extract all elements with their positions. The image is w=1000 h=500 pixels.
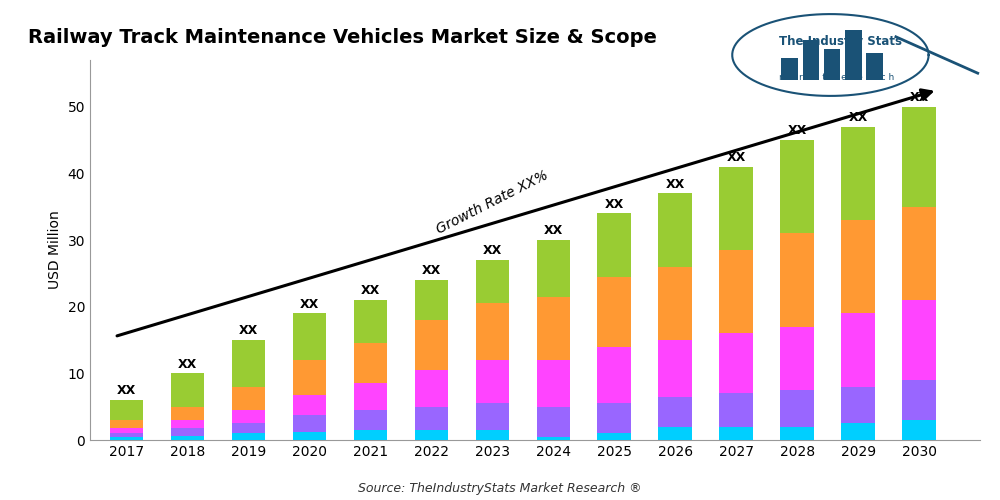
Bar	[110, 438, 143, 440]
Bar	[597, 276, 631, 346]
Bar	[110, 420, 143, 428]
Bar	[476, 430, 509, 440]
Bar	[597, 404, 631, 434]
Bar	[537, 436, 570, 440]
Bar	[110, 434, 143, 438]
Bar	[719, 166, 753, 250]
Bar	[719, 394, 753, 426]
Bar	[293, 314, 326, 360]
Bar	[658, 340, 692, 396]
Text: XX: XX	[787, 124, 807, 138]
Bar	[824, 48, 840, 80]
Bar	[719, 426, 753, 440]
Bar	[415, 370, 448, 406]
Bar	[171, 374, 204, 406]
Bar	[841, 126, 875, 220]
Bar	[597, 346, 631, 404]
Bar	[902, 106, 936, 206]
Bar	[110, 428, 143, 434]
Text: XX: XX	[117, 384, 136, 398]
Bar	[354, 344, 387, 384]
Bar	[232, 434, 265, 440]
Bar	[171, 420, 204, 428]
Bar	[415, 320, 448, 370]
Text: XX: XX	[909, 91, 929, 104]
Bar	[781, 58, 798, 80]
Bar	[476, 404, 509, 430]
Bar	[658, 426, 692, 440]
Bar	[780, 326, 814, 390]
Bar	[841, 424, 875, 440]
Text: Source: TheIndustryStats Market Research ®: Source: TheIndustryStats Market Research…	[358, 482, 642, 495]
Text: XX: XX	[848, 111, 868, 124]
Bar	[354, 300, 387, 344]
Bar	[171, 436, 204, 440]
Bar	[232, 410, 265, 424]
Bar	[803, 40, 819, 80]
Bar	[902, 380, 936, 420]
Bar	[354, 410, 387, 430]
Bar	[658, 266, 692, 340]
Text: XX: XX	[300, 298, 319, 310]
Bar	[415, 406, 448, 430]
Bar	[902, 300, 936, 380]
Bar	[232, 386, 265, 410]
Bar	[845, 30, 862, 80]
Bar	[415, 430, 448, 440]
Bar	[293, 396, 326, 415]
Bar	[719, 250, 753, 334]
Text: XX: XX	[239, 324, 258, 338]
Bar	[841, 386, 875, 424]
Text: XX: XX	[605, 198, 624, 210]
Bar	[415, 280, 448, 320]
Bar	[597, 214, 631, 276]
Bar	[780, 140, 814, 234]
Bar	[354, 384, 387, 410]
Text: XX: XX	[544, 224, 563, 237]
Bar	[537, 360, 570, 406]
Bar	[293, 360, 326, 396]
Bar	[476, 260, 509, 304]
Bar	[537, 406, 570, 436]
Bar	[866, 53, 883, 80]
Bar	[354, 430, 387, 440]
Bar	[597, 434, 631, 440]
Y-axis label: USD Million: USD Million	[48, 210, 62, 290]
Text: m a r k e t   r e s e a r c h: m a r k e t r e s e a r c h	[779, 73, 895, 82]
Text: Growth Rate XX%: Growth Rate XX%	[434, 168, 551, 236]
Bar	[841, 220, 875, 314]
Text: Railway Track Maintenance Vehicles Market Size & Scope: Railway Track Maintenance Vehicles Marke…	[28, 28, 657, 48]
Text: XX: XX	[483, 244, 502, 258]
Bar	[171, 406, 204, 420]
Bar	[902, 420, 936, 440]
Bar	[780, 426, 814, 440]
Text: The Industry Stats: The Industry Stats	[779, 35, 902, 48]
Bar	[232, 424, 265, 434]
Bar	[780, 390, 814, 426]
Text: XX: XX	[666, 178, 685, 190]
Bar	[293, 416, 326, 432]
Bar	[232, 340, 265, 386]
Bar	[780, 234, 814, 326]
Bar	[658, 396, 692, 426]
Bar	[476, 304, 509, 360]
Bar	[293, 432, 326, 440]
Bar	[110, 400, 143, 420]
Text: XX: XX	[178, 358, 197, 370]
Text: XX: XX	[422, 264, 441, 278]
Bar	[171, 428, 204, 436]
Bar	[719, 334, 753, 394]
Bar	[902, 206, 936, 300]
Bar	[537, 240, 570, 296]
Bar	[537, 296, 570, 360]
Text: XX: XX	[361, 284, 380, 298]
Bar	[476, 360, 509, 404]
Bar	[658, 194, 692, 266]
Text: XX: XX	[727, 151, 746, 164]
Bar	[841, 314, 875, 386]
